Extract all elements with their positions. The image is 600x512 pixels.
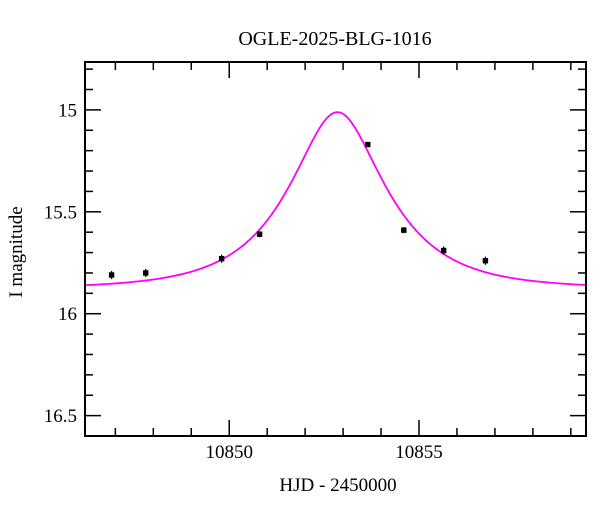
data-point-marker xyxy=(108,272,115,278)
data-point-marker xyxy=(256,231,263,237)
y-tick-label: 16 xyxy=(58,304,77,325)
x-axis-label: HJD - 2450000 xyxy=(279,475,396,496)
y-tick-label: 15 xyxy=(58,100,77,121)
data-point-marker xyxy=(218,255,225,262)
plot-frame xyxy=(84,61,587,437)
data-point-marker xyxy=(365,141,371,148)
model-curve xyxy=(84,111,587,287)
data-point-marker xyxy=(143,270,149,276)
y-tick-label: 16.5 xyxy=(44,406,77,427)
y-axis-label: I magnitude xyxy=(6,206,27,297)
axis-tick-labels: 10850 10855 15 15.5 16 16.5 xyxy=(44,100,443,463)
data-point-marker xyxy=(401,227,407,233)
x-tick-label: 10855 xyxy=(395,442,443,463)
axis-ticks xyxy=(85,62,586,436)
data-point-marker xyxy=(440,247,447,254)
data-point-marker xyxy=(482,258,489,264)
chart-title: OGLE-2025-BLG-1016 xyxy=(238,28,431,50)
x-tick-label: 10850 xyxy=(205,442,253,463)
data-points xyxy=(108,141,489,280)
y-tick-label: 15.5 xyxy=(44,202,77,223)
